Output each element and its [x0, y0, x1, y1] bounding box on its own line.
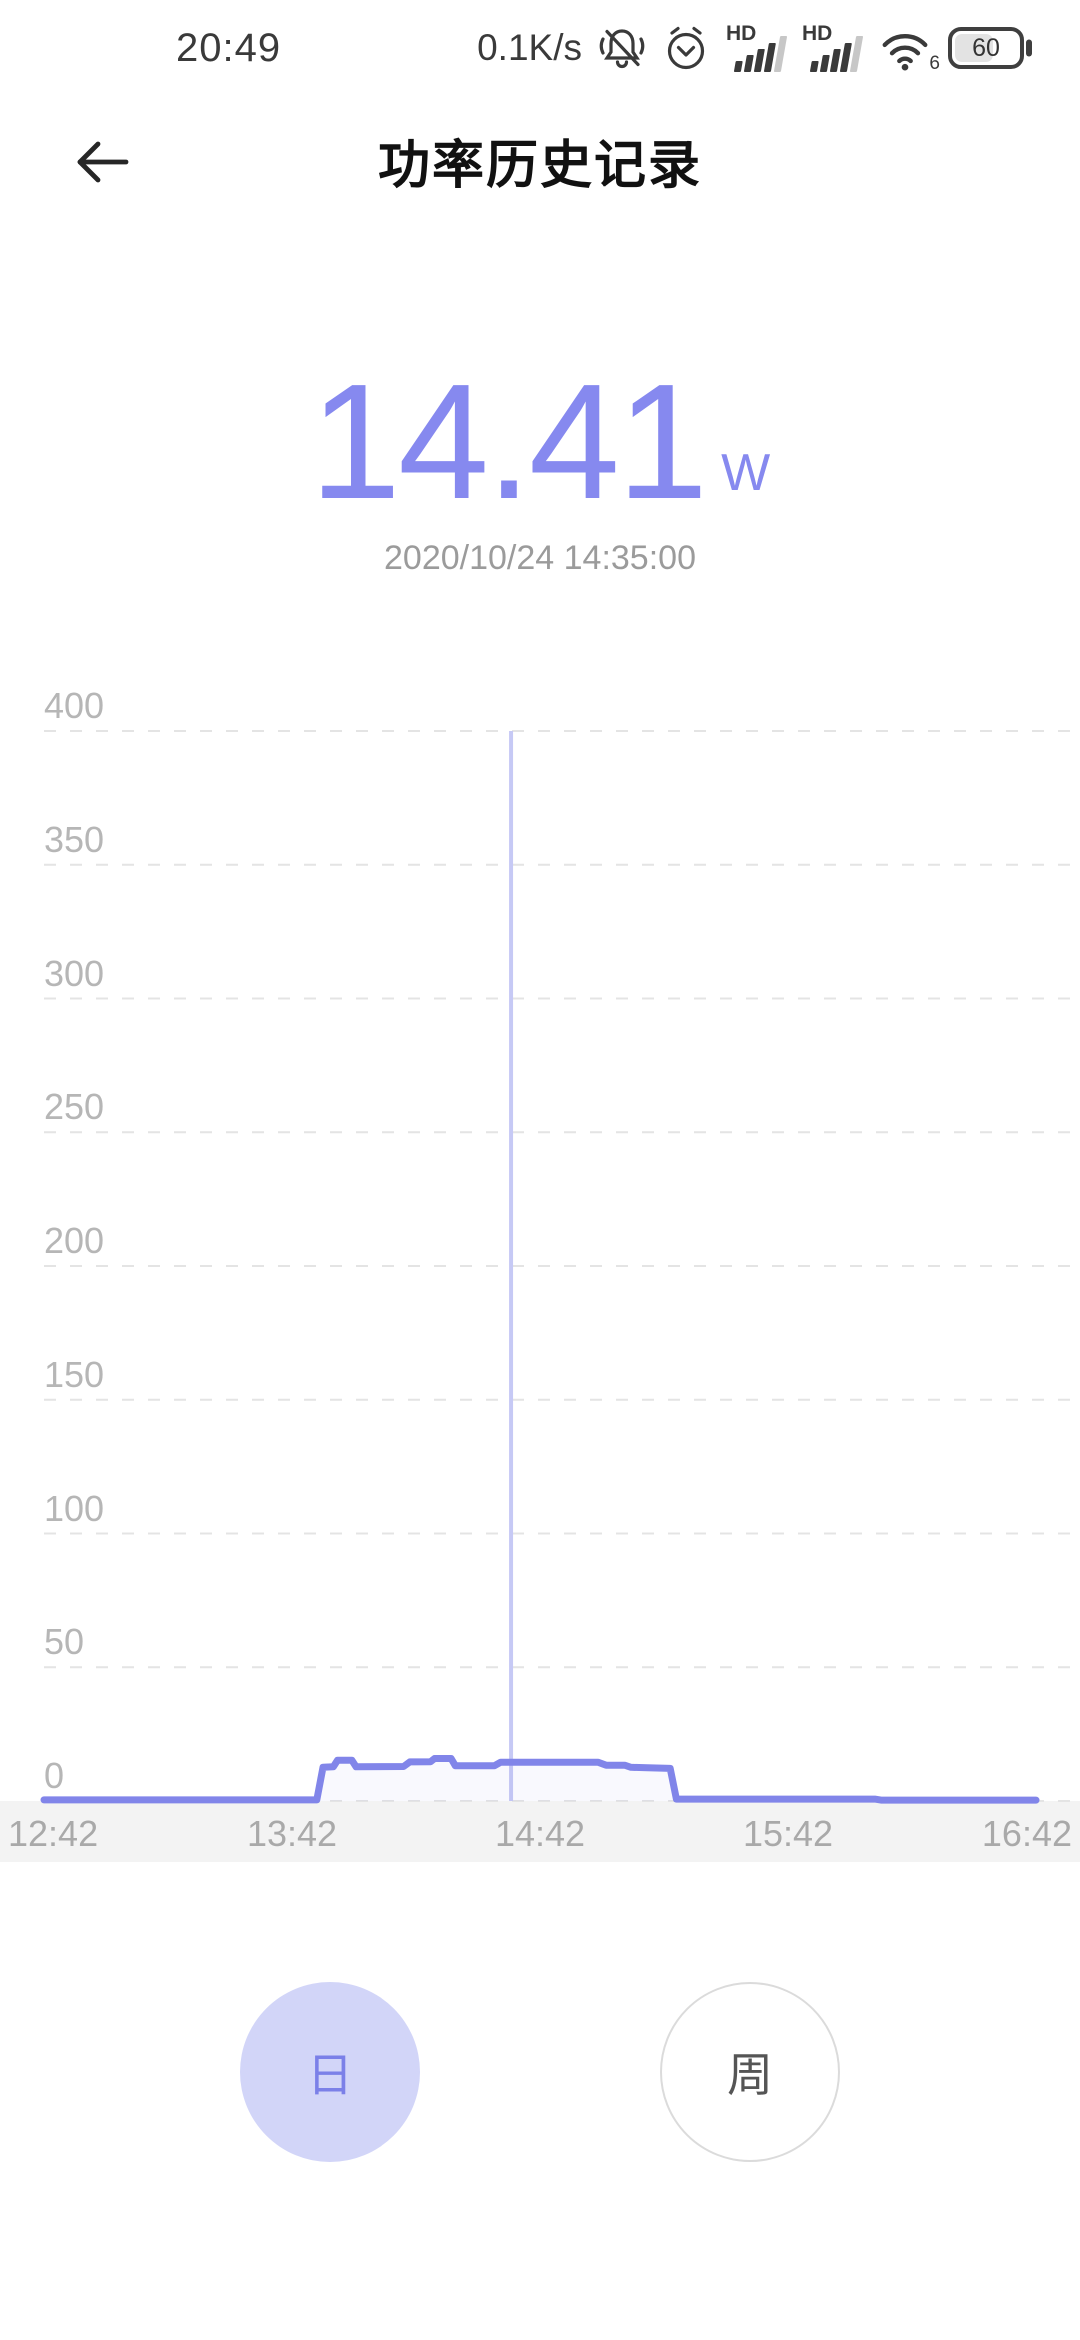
period-selector: 日 周 [0, 1982, 1080, 2162]
sim2-signal-icon: HD [802, 22, 864, 74]
wifi-standard-label: 6 [929, 53, 940, 74]
status-icons: 0.1K/s HD HD [477, 22, 1034, 74]
x-axis-tick-label: 15:42 [742, 1813, 834, 1854]
y-axis-tick-label: 100 [44, 1487, 105, 1529]
y-axis-tick-label: 400 [44, 685, 105, 726]
battery-nub [1026, 39, 1032, 57]
nav-bar: 功率历史记录 [0, 118, 1080, 214]
page-title: 功率历史记录 [377, 137, 702, 195]
sim1-signal-icon: HD [726, 22, 788, 74]
y-axis-tick-label: 0 [44, 1755, 65, 1796]
wifi-icon: 6 [878, 23, 940, 74]
signal-bars [809, 36, 864, 72]
network-speed-label: 0.1K/s [477, 27, 582, 68]
power-unit: W [721, 444, 771, 502]
chart-canvas [40, 730, 1072, 1804]
period-week-button[interactable]: 周 [660, 1982, 840, 2162]
battery-fill [955, 34, 994, 62]
power-history-chart[interactable]: 400 350 300 250 200 150 100 50 0 12:42 13:42 14:42 1… [0, 680, 1080, 1870]
y-axis-tick-label: 350 [44, 818, 105, 860]
power-line-series [40, 1755, 1040, 1804]
current-power-reading: 14.41 W [0, 360, 1080, 524]
x-axis-band [0, 1801, 1080, 1862]
x-axis-tick-label: 13:42 [246, 1813, 338, 1854]
y-axis-tick-label: 50 [44, 1621, 85, 1663]
reading-timestamp: 2020/10/24 14:35:00 [384, 539, 696, 577]
power-area-fill [44, 1758, 1036, 1801]
battery-icon: 60 [948, 27, 1032, 69]
hd-label: HD [802, 22, 833, 45]
battery-percent-label: 60 [972, 33, 1000, 62]
status-bar: 20:49 0.1K/s HD HD [0, 0, 1080, 96]
x-axis-tick-label: 12:42 [8, 1813, 99, 1854]
back-button[interactable] [70, 130, 134, 194]
y-axis-tick-label: 300 [44, 952, 105, 994]
x-axis-tick-label: 14:42 [494, 1813, 586, 1854]
signal-bars [733, 36, 788, 72]
period-day-button[interactable]: 日 [240, 1982, 420, 2162]
y-axis-tick-label: 250 [44, 1086, 105, 1128]
status-time: 20:49 [176, 25, 282, 70]
x-axis-tick-label: 16:42 [981, 1813, 1072, 1854]
y-axis-tick-label: 150 [44, 1353, 105, 1395]
alarm-clock-icon [667, 26, 705, 70]
y-axis-tick-label: 200 [44, 1220, 105, 1261]
muted-bell-icon [599, 29, 645, 69]
power-value: 14.41 [309, 350, 708, 533]
hd-label: HD [726, 22, 757, 45]
